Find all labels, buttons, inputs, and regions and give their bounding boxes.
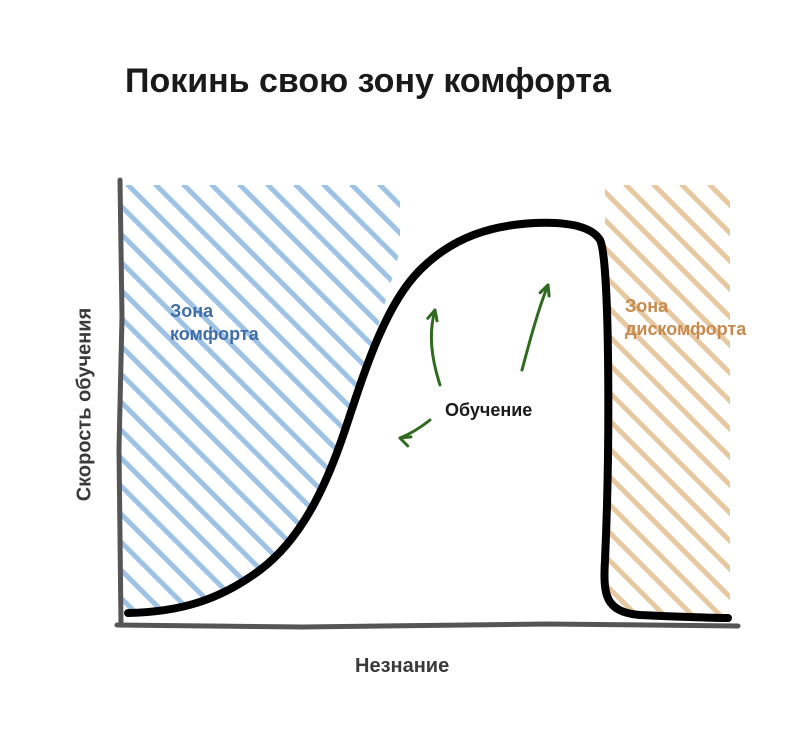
y-axis-label: Скорость обучения — [74, 305, 97, 505]
y-axis — [119, 180, 122, 625]
diagram-container: Покинь свою зону комфорта Скорость обуче… — [0, 0, 800, 750]
x-axis-label: Незнание — [355, 655, 449, 678]
x-axis — [117, 624, 738, 627]
comfort-zone-label: Зонакомфорта — [170, 300, 259, 345]
discomfort-zone-label: Зонадискомфорта — [625, 295, 746, 340]
arrow-1 — [522, 285, 548, 370]
arrow-2 — [400, 420, 430, 438]
arrowhead-2 — [400, 437, 411, 446]
chart-svg — [0, 0, 800, 750]
arrows-group — [400, 285, 549, 446]
learning-label: Обучение — [445, 400, 532, 421]
